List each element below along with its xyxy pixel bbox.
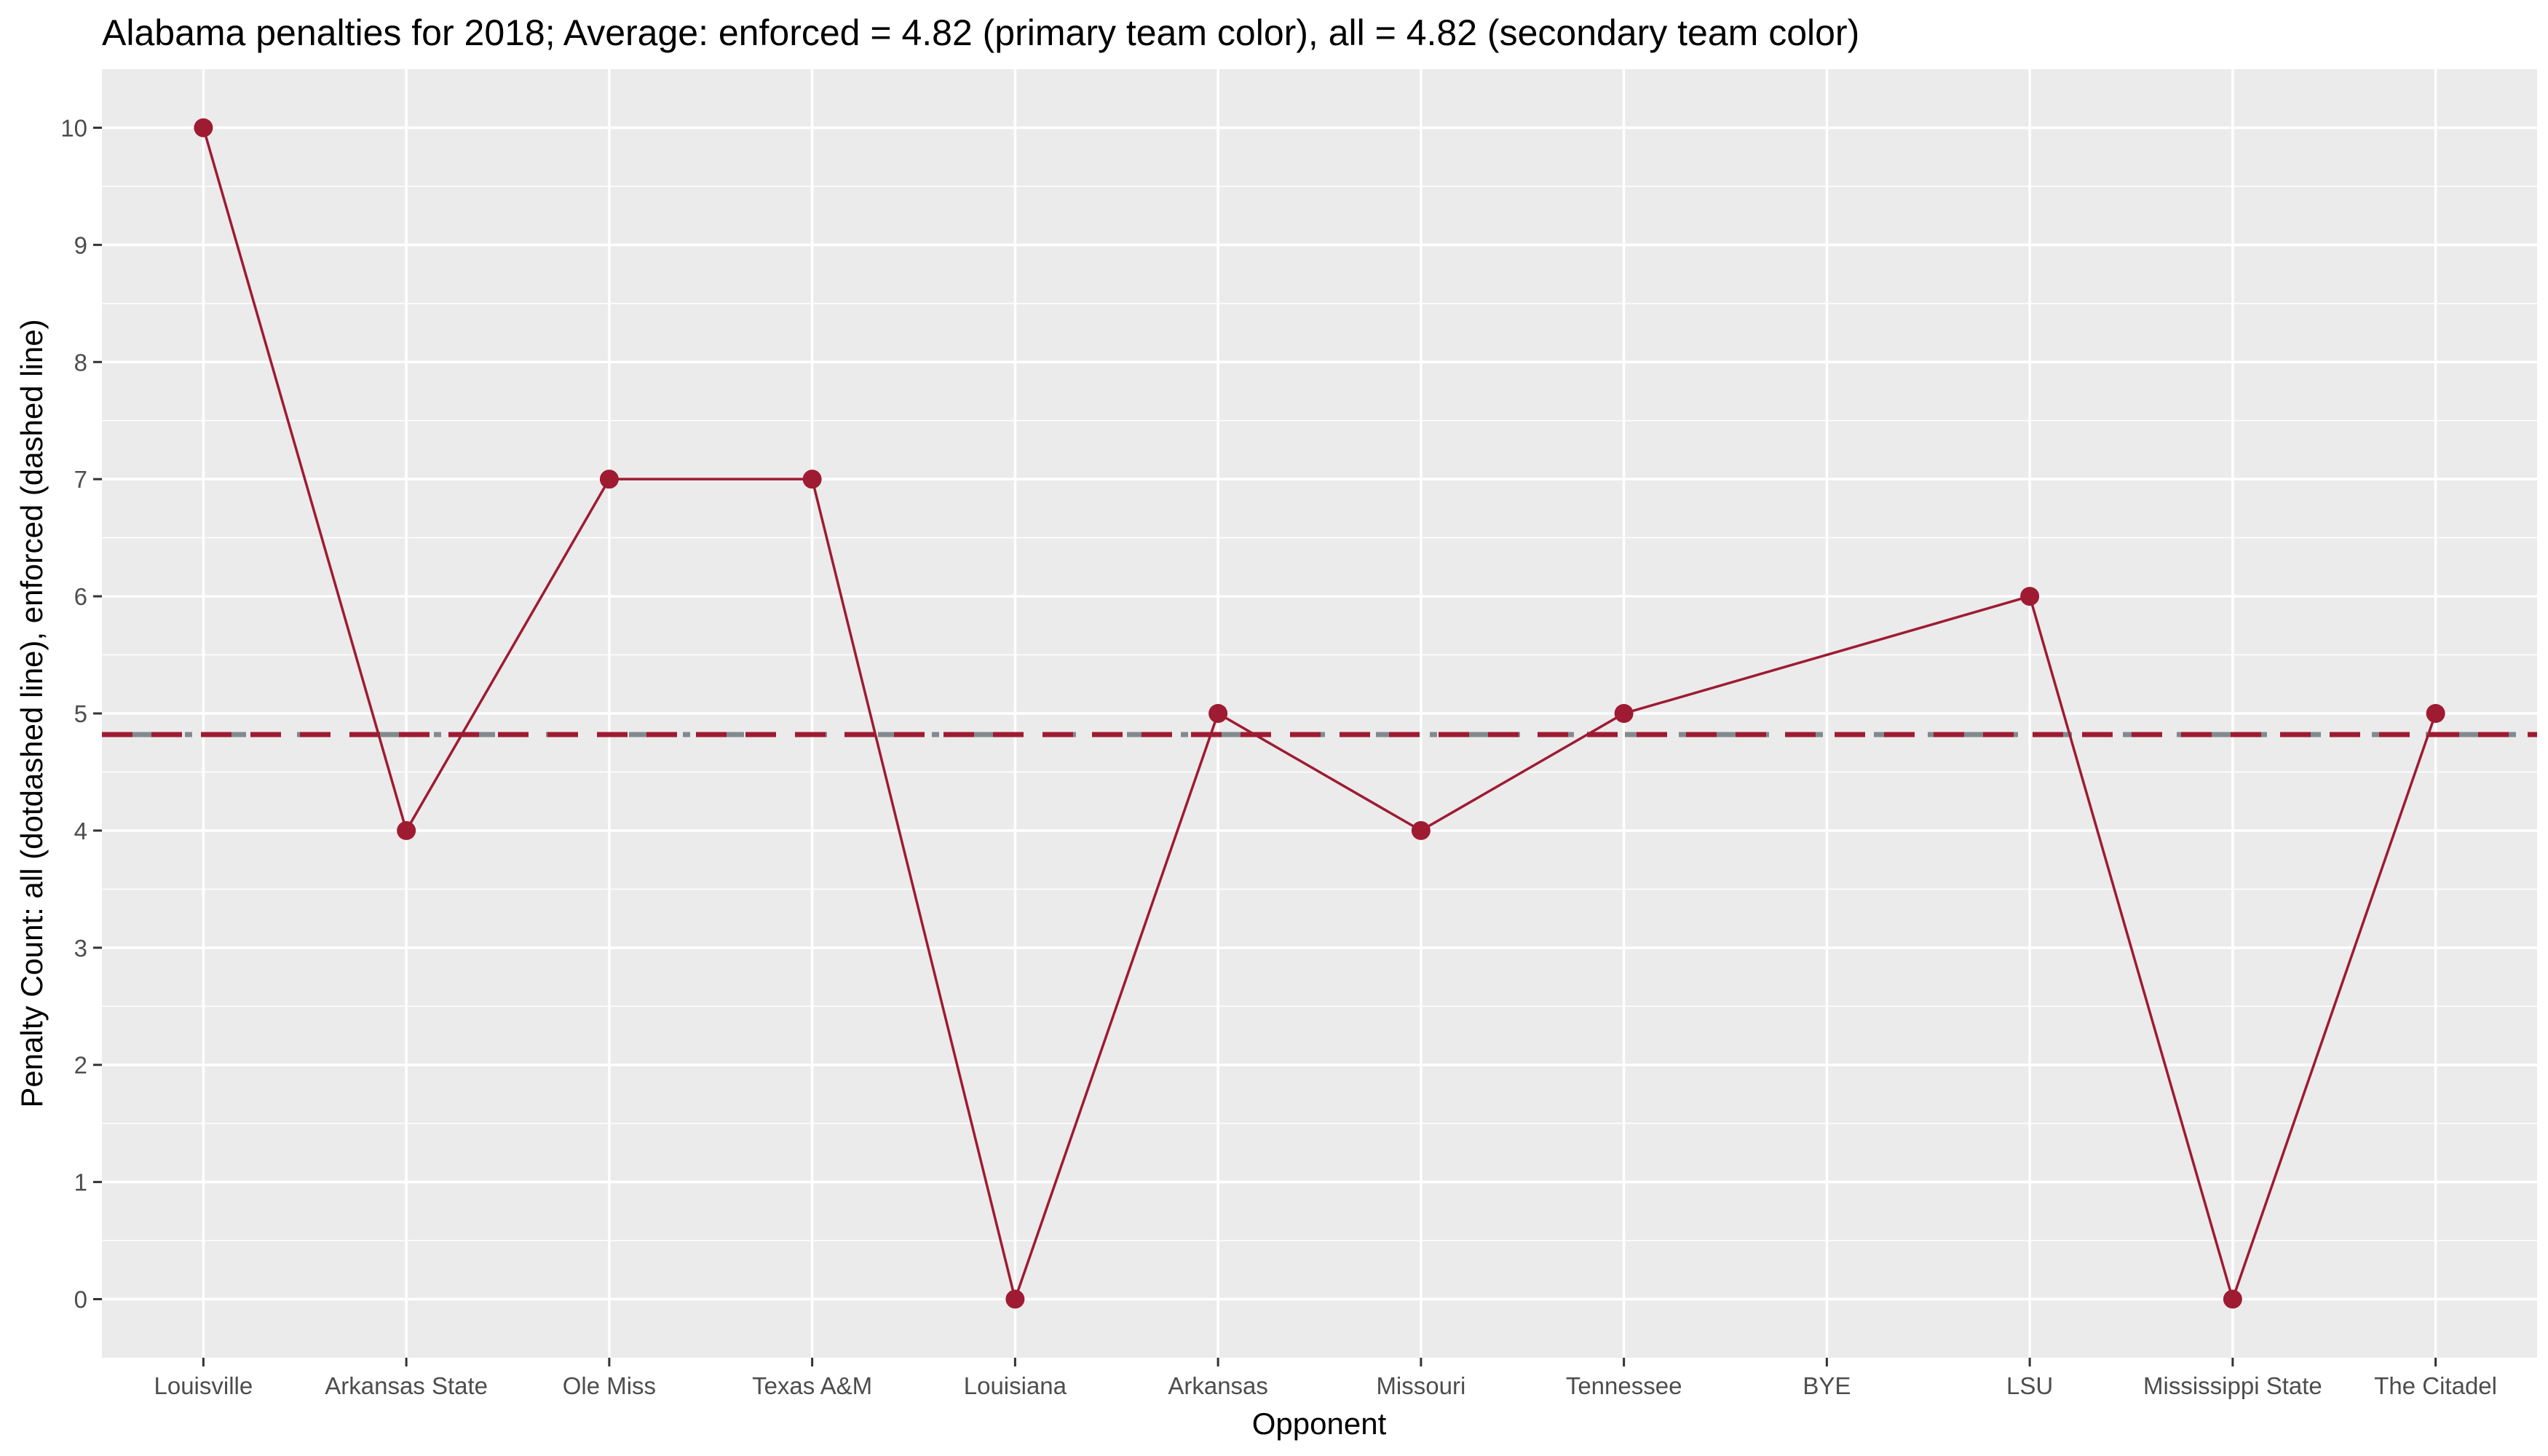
data-point bbox=[599, 470, 619, 489]
y-tick-label: 7 bbox=[74, 466, 87, 493]
y-tick-label: 1 bbox=[74, 1169, 87, 1196]
x-tick-label: Arkansas bbox=[1168, 1372, 1268, 1399]
y-tick-label: 9 bbox=[74, 232, 87, 258]
x-axis-ticks: Louisville Arkansas State Ole Miss Texas A&… bbox=[154, 1358, 2497, 1399]
x-tick-label: Arkansas State bbox=[325, 1372, 488, 1399]
data-point bbox=[2020, 587, 2040, 606]
data-point bbox=[194, 118, 213, 138]
x-tick-label: Louisiana bbox=[964, 1372, 1067, 1399]
y-tick-label: 5 bbox=[74, 700, 87, 727]
major-gridlines bbox=[102, 69, 2537, 1358]
data-points bbox=[194, 118, 2445, 1309]
x-axis-title: Opponent bbox=[1252, 1406, 1387, 1441]
data-point bbox=[1005, 1289, 1025, 1309]
y-axis-ticks: 0 1 2 3 4 5 6 7 8 9 10 bbox=[60, 114, 102, 1313]
y-tick-label: 3 bbox=[74, 935, 87, 962]
data-point bbox=[1411, 820, 1431, 840]
x-tick-label: Ole Miss bbox=[563, 1372, 656, 1399]
data-point bbox=[2426, 704, 2445, 723]
data-point bbox=[1208, 704, 1228, 723]
x-tick-label: Missouri bbox=[1376, 1372, 1465, 1399]
x-tick-label: The Citadel bbox=[2374, 1372, 2497, 1399]
data-point bbox=[802, 470, 822, 489]
x-tick-label: Tennessee bbox=[1566, 1372, 1682, 1399]
data-point bbox=[397, 820, 416, 840]
chart-title: Alabama penalties for 2018; Average: enf… bbox=[102, 12, 1859, 53]
y-tick-label: 10 bbox=[60, 114, 87, 141]
x-tick-label: Mississippi State bbox=[2143, 1372, 2322, 1399]
y-tick-label: 2 bbox=[74, 1052, 87, 1079]
x-tick-label: Louisville bbox=[154, 1372, 253, 1399]
x-tick-label: LSU bbox=[2006, 1372, 2053, 1399]
x-tick-label: BYE bbox=[1803, 1372, 1851, 1399]
data-point bbox=[2223, 1289, 2242, 1309]
y-tick-label: 4 bbox=[74, 818, 87, 844]
y-tick-label: 8 bbox=[74, 349, 87, 376]
data-point bbox=[1614, 704, 1634, 723]
minor-gridlines bbox=[102, 186, 2537, 1241]
y-axis-title: Penalty Count: all (dotdashed line), enf… bbox=[15, 319, 49, 1107]
y-tick-label: 6 bbox=[74, 583, 87, 610]
x-tick-label: Texas A&M bbox=[752, 1372, 872, 1399]
y-tick-label: 0 bbox=[74, 1286, 87, 1313]
